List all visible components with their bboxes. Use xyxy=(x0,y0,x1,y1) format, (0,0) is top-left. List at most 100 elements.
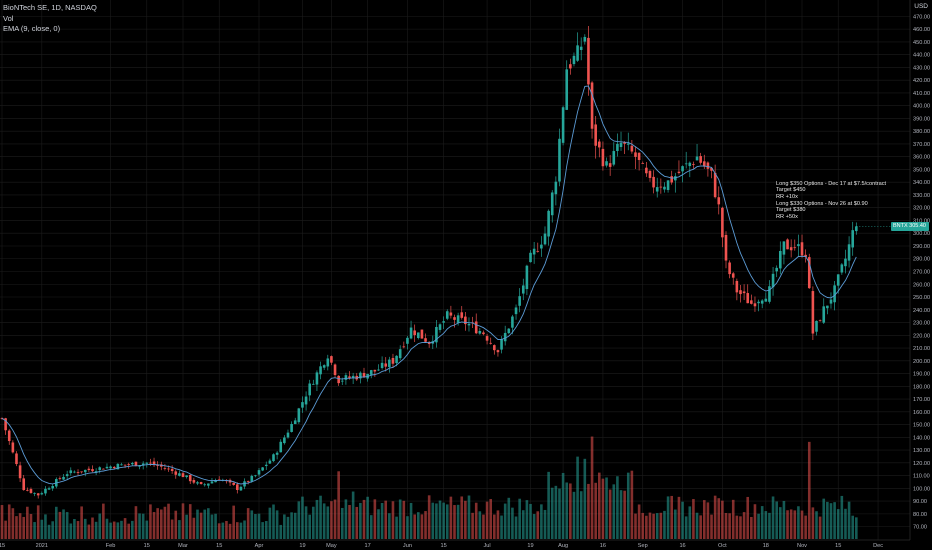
price-tick-label: 190.00 xyxy=(913,372,930,378)
volume-bar xyxy=(98,513,102,539)
volume-bar xyxy=(250,510,254,539)
volume-bar xyxy=(634,513,637,539)
candle-body xyxy=(739,290,742,295)
candle-body xyxy=(442,321,445,323)
candle-body xyxy=(815,320,818,332)
price-tick-label: 260.00 xyxy=(913,282,930,288)
price-tick-label: 400.00 xyxy=(913,104,930,110)
volume-bar xyxy=(228,523,232,539)
candle-body xyxy=(214,480,217,483)
price-tick-label: 90.00 xyxy=(913,499,927,505)
volume-bar xyxy=(315,499,319,539)
currency-label[interactable]: USD xyxy=(914,3,928,10)
candle-body xyxy=(163,468,167,469)
candle-body xyxy=(641,163,645,164)
candle-body xyxy=(789,247,793,251)
time-tick-label: 2021 xyxy=(36,543,48,549)
candle-body xyxy=(149,462,152,464)
candle-body xyxy=(742,291,746,294)
volume-bar xyxy=(15,516,18,539)
candle-body xyxy=(855,226,858,232)
volume-bar xyxy=(297,501,301,539)
volume-bar xyxy=(666,496,670,539)
candle-body xyxy=(500,339,503,350)
candle-body xyxy=(493,345,496,351)
volume-bar xyxy=(438,500,442,539)
legend-ema[interactable]: EMA (9, close, 0) xyxy=(3,24,61,33)
candle-body xyxy=(721,207,724,238)
volume-bar xyxy=(663,510,666,539)
price-tag-value: 305.40 xyxy=(909,222,926,229)
volume-bar xyxy=(373,499,377,539)
price-tick-label: 350.00 xyxy=(913,167,930,173)
volume-bar xyxy=(11,508,15,539)
candle-body xyxy=(532,248,536,255)
volume-bar xyxy=(746,496,750,539)
volume-bar xyxy=(641,512,645,539)
volume-bar xyxy=(283,514,286,539)
annotation-line: Long $350 Options - Dec 17 at $7.5/contr… xyxy=(776,181,887,187)
candle-body xyxy=(674,176,677,181)
legend-title[interactable]: BioNTech SE, 1D, NASDAQ xyxy=(3,3,97,12)
candle-body xyxy=(384,363,388,367)
volume-bar xyxy=(684,516,688,539)
candle-body xyxy=(445,311,449,319)
candle-body xyxy=(395,355,398,364)
candle-body xyxy=(807,257,811,289)
volume-bar xyxy=(493,514,496,539)
candle-body xyxy=(818,320,822,322)
volume-bar xyxy=(351,491,355,539)
volume-bar xyxy=(500,515,503,539)
price-axis[interactable]: 70.00 80.00 90.00 100.00 110.00 120.00 130.00 1… xyxy=(909,0,932,550)
volume-bar xyxy=(543,509,547,539)
price-tick-label: 430.00 xyxy=(913,65,930,71)
price-tick-label: 370.00 xyxy=(913,142,930,148)
volume-bar xyxy=(254,514,257,539)
candle-body xyxy=(833,285,836,303)
volume-bar xyxy=(815,511,818,539)
candle-body xyxy=(134,461,138,467)
candle-body xyxy=(373,369,377,372)
candle-body xyxy=(565,69,569,110)
volume-bar xyxy=(540,504,543,539)
volume-bar xyxy=(674,509,677,539)
volume-bar xyxy=(655,513,659,539)
volume-bar xyxy=(178,520,181,539)
volume-bar xyxy=(214,513,217,539)
candle-body xyxy=(598,141,601,148)
volume-bar xyxy=(293,512,297,539)
annotation-line: Long $330 Options - Nov 26 at $0.90 xyxy=(776,201,868,207)
volume-bar xyxy=(677,496,681,539)
candle-body xyxy=(333,364,337,376)
candle-body xyxy=(178,473,181,476)
candle-body xyxy=(779,250,782,269)
time-axis[interactable]: 15 2021 Feb 15 Mar 15 Apr 19 May 17 Jun 15 Jul 19 Aug 1… xyxy=(0,539,932,550)
candle-body xyxy=(764,298,768,302)
volume-bar xyxy=(637,504,641,539)
legend-vol[interactable]: Vol xyxy=(3,13,14,23)
volume-bar xyxy=(377,509,380,539)
candle-body xyxy=(330,356,333,363)
volume-bar xyxy=(786,510,789,539)
volume-bar xyxy=(435,503,438,539)
volume-bar xyxy=(721,500,724,539)
volume-bar xyxy=(445,504,449,539)
candlesticks xyxy=(0,25,858,499)
candle-body xyxy=(112,466,116,469)
candle-body xyxy=(525,265,529,290)
price-tick-label: 180.00 xyxy=(913,384,930,390)
candle-body xyxy=(91,469,94,472)
candle-body xyxy=(775,267,778,272)
volume-bar xyxy=(442,502,445,539)
volume-bar xyxy=(29,513,33,539)
time-axis-bg xyxy=(0,540,932,550)
price-tick-label: 340.00 xyxy=(913,180,930,186)
candle-body xyxy=(319,366,322,375)
candle-body xyxy=(713,172,717,198)
volume-bar xyxy=(699,515,702,539)
candle-body xyxy=(511,316,514,328)
volume-bar xyxy=(840,495,844,539)
candle-body xyxy=(131,462,134,465)
candle-body xyxy=(645,167,648,174)
